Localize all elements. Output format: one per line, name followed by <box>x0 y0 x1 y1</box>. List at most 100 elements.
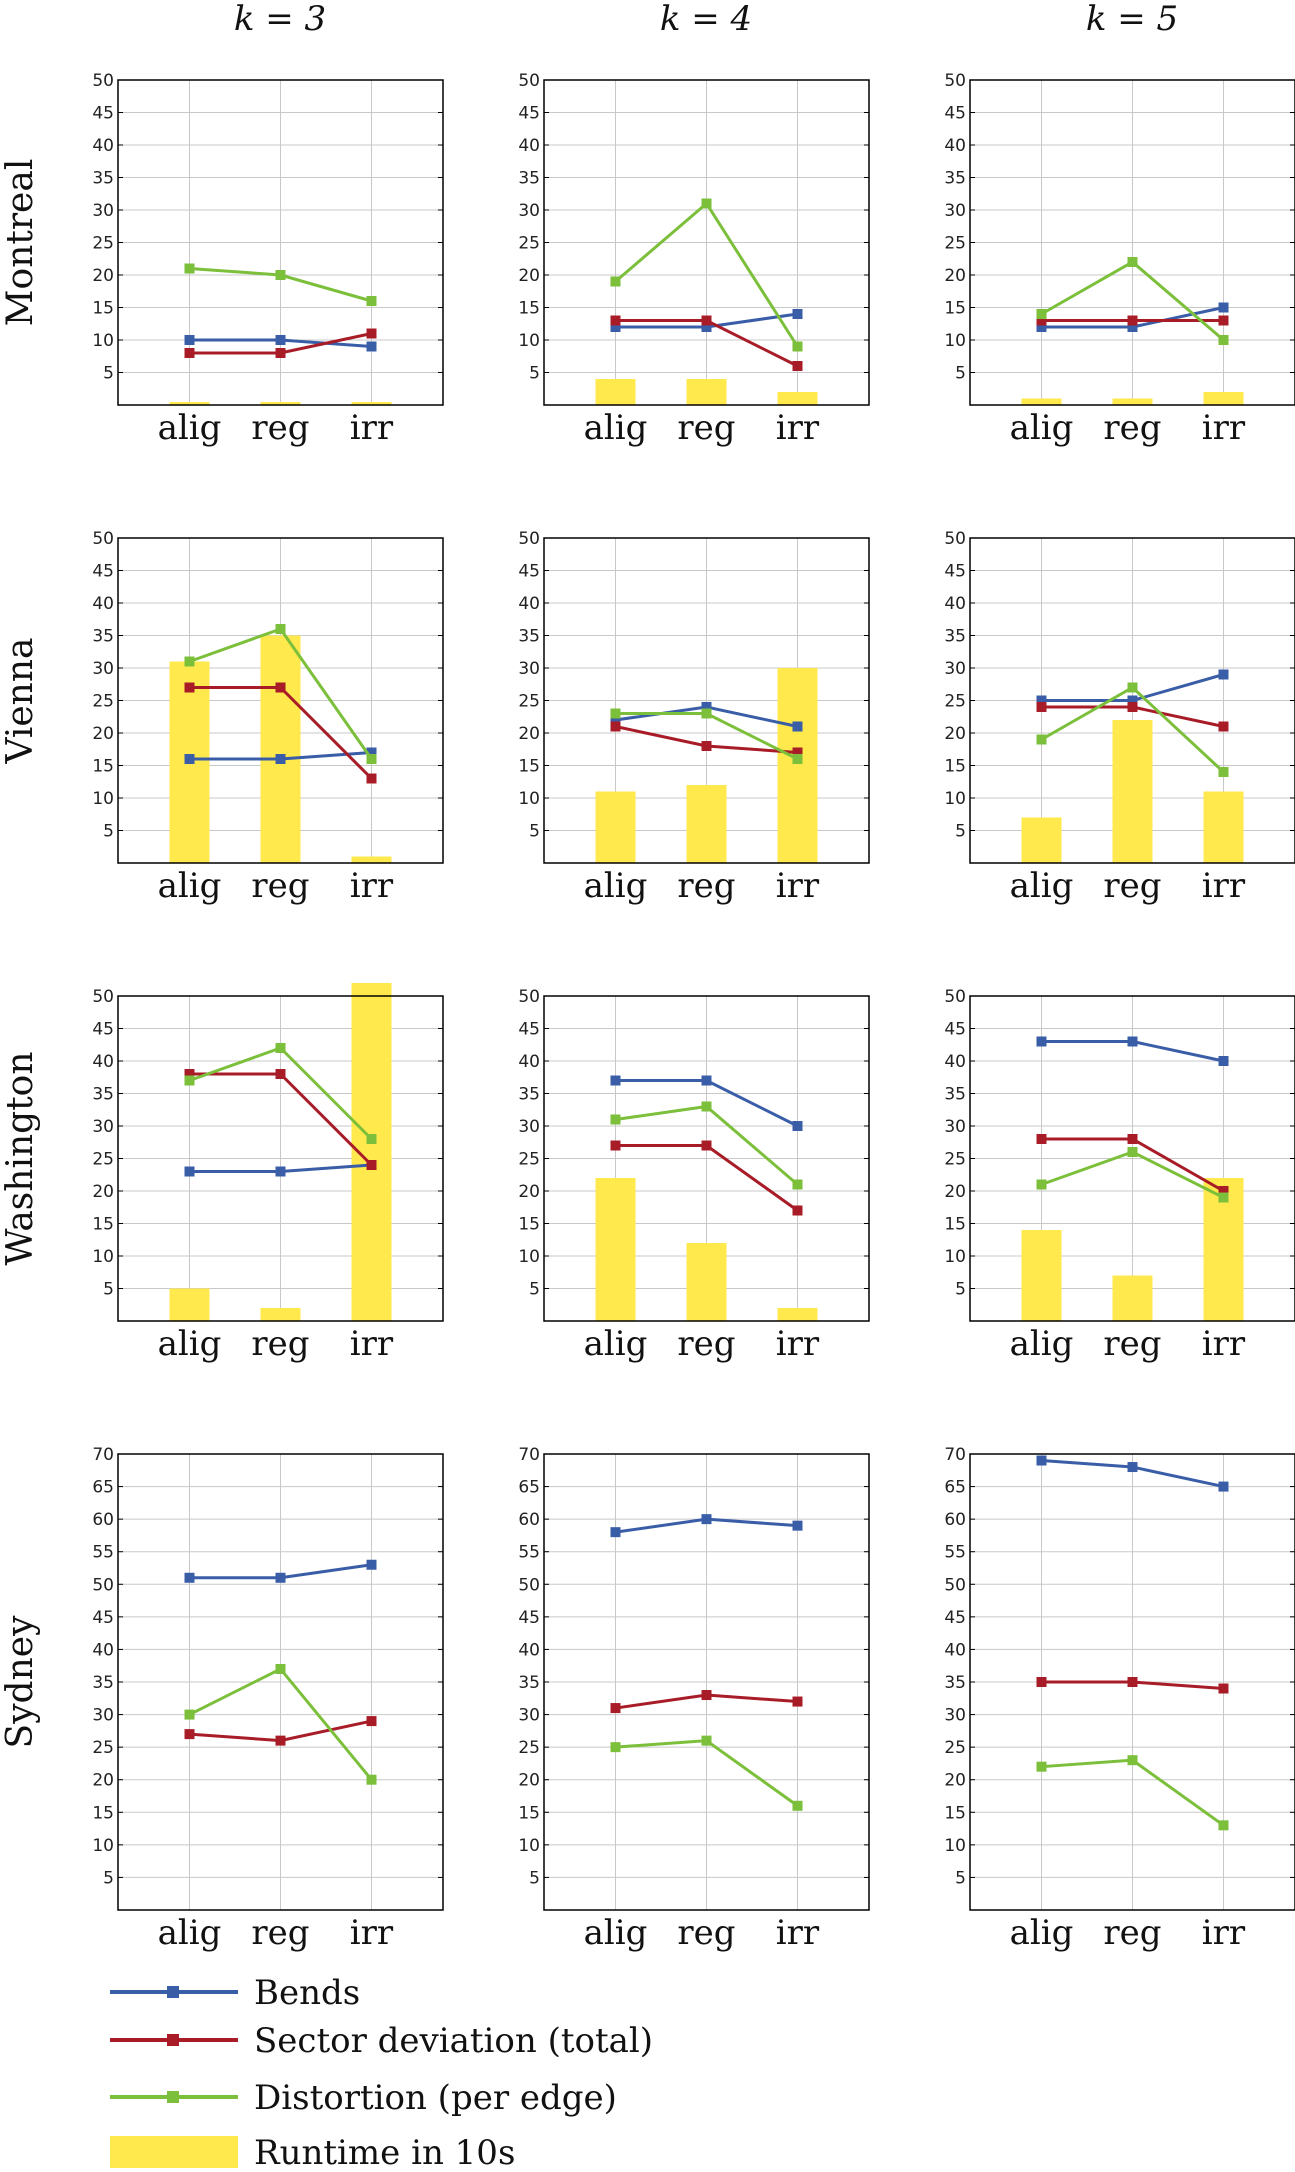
x-tick-label: irr <box>776 1324 820 1364</box>
runtime-bar <box>686 785 727 863</box>
y-tick-label: 10 <box>944 789 966 809</box>
sector-point <box>1127 315 1138 326</box>
panel-montreal-5: 5 10 15 20 25 30 35 40 45 50 alig reg irr <box>944 71 1295 448</box>
bends-point <box>701 702 712 712</box>
legend-marker <box>167 2034 179 2046</box>
y-tick-label: 20 <box>518 1771 540 1791</box>
x-tick-label: reg <box>677 408 735 448</box>
y-tick-label: 10 <box>92 331 114 351</box>
y-tick-label: 30 <box>944 1117 966 1137</box>
sector-point <box>792 361 803 371</box>
y-tick-label: 60 <box>944 1510 966 1530</box>
y-tick-label: 50 <box>518 529 540 549</box>
y-tick-label: 15 <box>92 1803 114 1823</box>
y-tick-label: 5 <box>103 364 114 384</box>
sector-point <box>701 315 712 326</box>
runtime-bar <box>351 856 392 863</box>
y-tick-label: 50 <box>944 71 966 91</box>
y-tick-label: 30 <box>518 1117 540 1137</box>
y-tick-label: 35 <box>92 169 114 189</box>
x-tick-label: reg <box>251 408 309 448</box>
bends-point <box>1218 302 1229 313</box>
bends-point <box>184 1166 195 1177</box>
sector-point <box>366 328 377 339</box>
x-tick-label: reg <box>1103 1324 1161 1364</box>
runtime-bar <box>595 379 636 405</box>
sector-point <box>701 741 712 751</box>
y-tick-label: 15 <box>92 757 114 777</box>
bends-point <box>792 721 803 732</box>
row-title: Vienna <box>0 637 41 764</box>
column-title: k = 5 <box>1086 0 1178 39</box>
runtime-bar <box>777 1308 818 1321</box>
bends-point <box>184 754 195 764</box>
distortion-point <box>184 263 195 274</box>
panel-washington-4: 5 10 15 20 25 30 35 40 45 50 alig reg irr <box>518 987 870 1364</box>
y-tick-label: 20 <box>944 1771 966 1791</box>
y-tick-label: 35 <box>518 1673 540 1693</box>
y-tick-label: 10 <box>92 1247 114 1267</box>
y-tick-label: 25 <box>944 234 966 254</box>
y-tick-label: 40 <box>944 1640 966 1660</box>
y-tick-label: 50 <box>92 987 114 1007</box>
y-tick-label: 25 <box>518 1738 540 1758</box>
y-tick-label: 50 <box>944 1575 966 1595</box>
y-tick-label: 20 <box>92 1182 114 1202</box>
sector-point <box>366 1716 377 1727</box>
y-tick-label: 15 <box>944 757 966 777</box>
x-tick-label: irr <box>776 866 820 906</box>
sector-point <box>366 773 377 784</box>
x-tick-label: irr <box>350 866 394 906</box>
y-tick-label: 50 <box>518 1575 540 1595</box>
y-tick-label: 10 <box>92 789 114 809</box>
y-tick-label: 40 <box>92 594 114 614</box>
sector-point <box>701 1140 712 1151</box>
x-tick-label: irr <box>776 1913 820 1953</box>
row-title: Sydney <box>0 1615 41 1749</box>
y-tick-label: 35 <box>518 1085 540 1105</box>
y-tick-label: 25 <box>518 1150 540 1170</box>
y-tick-label: 40 <box>518 1640 540 1660</box>
y-tick-label: 10 <box>518 331 540 351</box>
y-tick-label: 65 <box>518 1478 540 1498</box>
panel-washington-3: 5 10 15 20 25 30 35 40 45 50 alig reg irr <box>92 983 444 1364</box>
y-tick-label: 35 <box>944 627 966 647</box>
y-tick-label: 65 <box>92 1478 114 1498</box>
y-tick-label: 40 <box>518 1052 540 1072</box>
distortion-point <box>1127 1147 1138 1157</box>
distortion-point <box>792 754 803 764</box>
y-tick-label: 35 <box>944 1673 966 1693</box>
sector-point <box>184 1729 195 1740</box>
y-tick-label: 25 <box>518 692 540 712</box>
legend-item-bends: Bends <box>110 1973 360 2013</box>
y-tick-label: 30 <box>944 659 966 679</box>
bends-point <box>610 715 621 725</box>
x-tick-label: irr <box>350 408 394 448</box>
y-tick-label: 40 <box>518 594 540 614</box>
bends-point <box>792 309 803 319</box>
sector-point <box>275 1069 286 1079</box>
y-tick-label: 50 <box>92 1575 114 1595</box>
runtime-bar <box>686 379 727 405</box>
runtime-bar <box>260 635 301 863</box>
bends-point <box>1218 669 1229 680</box>
x-tick-label: reg <box>677 866 735 906</box>
y-tick-label: 25 <box>944 1150 966 1170</box>
sector-point <box>184 348 195 358</box>
distortion-point <box>701 1735 712 1746</box>
runtime-bar <box>260 402 301 405</box>
y-tick-label: 40 <box>944 136 966 156</box>
sector-point <box>1127 1677 1138 1687</box>
runtime-bar <box>351 402 392 405</box>
runtime-bar <box>1112 1275 1153 1321</box>
x-tick-label: alig <box>158 1324 222 1364</box>
distortion-point <box>792 1800 803 1811</box>
distortion-point <box>366 754 377 764</box>
y-tick-label: 20 <box>518 724 540 744</box>
y-tick-label: 35 <box>92 1673 114 1693</box>
y-tick-label: 5 <box>529 364 540 384</box>
y-tick-label: 20 <box>92 1771 114 1791</box>
y-tick-label: 10 <box>518 789 540 809</box>
bends-point <box>1218 1056 1229 1066</box>
sector-point <box>792 1696 803 1707</box>
